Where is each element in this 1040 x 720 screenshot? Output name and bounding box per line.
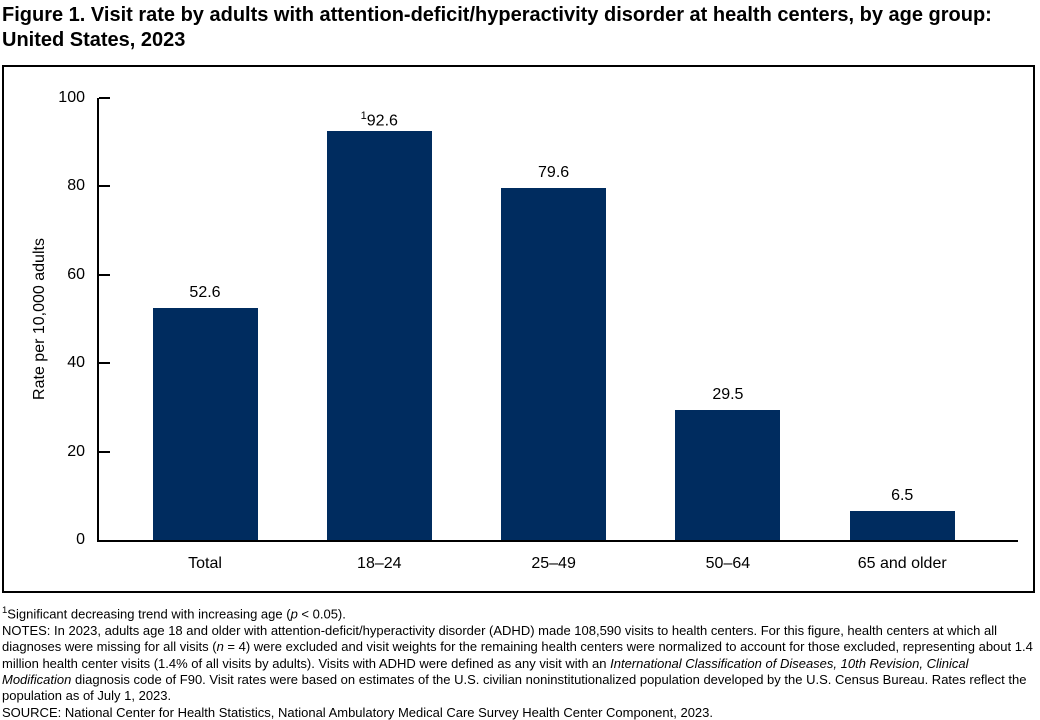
x-category-label: 50–64 bbox=[705, 555, 751, 572]
significance-superscript: 1 bbox=[360, 109, 367, 122]
footnote-source: SOURCE: National Center for Health Stati… bbox=[2, 704, 713, 720]
bar bbox=[675, 409, 781, 540]
y-tick bbox=[99, 273, 110, 276]
y-tick bbox=[99, 185, 110, 188]
y-axis-line bbox=[97, 98, 99, 542]
footnote-notes: NOTES: In 2023, adults age 18 and older … bbox=[2, 622, 1033, 704]
y-tick-label: 100 bbox=[58, 89, 85, 106]
chart-area: Rate per 10,000 adults 0 20 40 60 80 100 52.6 T… bbox=[2, 65, 1035, 593]
figure-title: Figure 1. Visit rate by adults with atte… bbox=[2, 4, 992, 51]
y-tick-label: 0 bbox=[76, 531, 85, 548]
bar bbox=[849, 511, 955, 540]
bar-value-label: 29.5 bbox=[712, 385, 744, 403]
x-category-label: 25–49 bbox=[531, 555, 576, 572]
bar bbox=[326, 130, 432, 540]
y-tick-label: 40 bbox=[67, 354, 85, 372]
footnotes: 1Significant decreasing trend with incre… bbox=[2, 603, 1038, 720]
y-tick-label: 20 bbox=[67, 442, 85, 460]
bar bbox=[152, 307, 258, 540]
x-axis-line bbox=[97, 540, 1018, 542]
bar-value-label: 52.6 bbox=[189, 283, 221, 301]
y-axis-title: Rate per 10,000 adults bbox=[31, 238, 48, 400]
y-tick bbox=[99, 97, 110, 99]
bar-value-label: 79.6 bbox=[538, 164, 570, 182]
y-tick-label: 60 bbox=[67, 265, 85, 283]
footnote-trend: 1Significant decreasing trend with incre… bbox=[2, 605, 346, 622]
bar-value-label: 192.6 bbox=[360, 109, 398, 130]
y-tick bbox=[99, 450, 110, 453]
bar-value-label: 6.5 bbox=[891, 487, 914, 505]
x-category-label: 65 and older bbox=[857, 555, 947, 572]
y-tick-label: 80 bbox=[67, 177, 85, 195]
bar bbox=[501, 188, 607, 540]
x-category-label: Total bbox=[188, 555, 222, 572]
x-category-label: 18–24 bbox=[357, 555, 402, 572]
y-tick bbox=[99, 362, 110, 365]
